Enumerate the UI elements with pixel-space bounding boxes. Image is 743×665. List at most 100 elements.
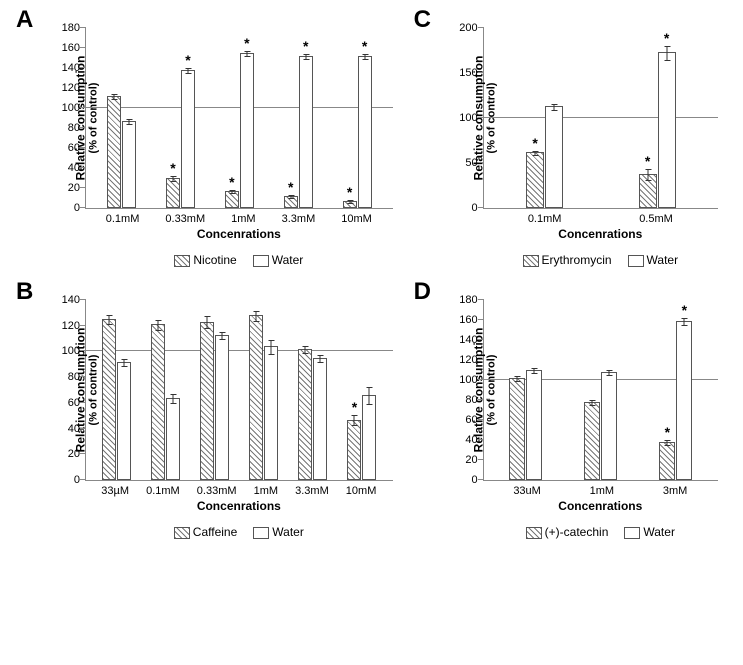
chart-grid: ARelative consumption(% of control)02040…	[10, 10, 733, 544]
bar-groups: **	[484, 300, 718, 480]
bar	[107, 96, 121, 208]
bar-group	[200, 322, 229, 480]
x-tick-labels: 33µM0.1mM0.33mM1mM3.3mM10mM	[85, 481, 393, 497]
legend: Nicotine Water	[85, 241, 393, 267]
bar	[584, 402, 600, 480]
y-tick-label: 100	[48, 102, 80, 114]
bar	[215, 335, 229, 480]
legend-label: Water	[643, 525, 675, 539]
significance-star: *	[170, 160, 175, 176]
bar-group: *	[347, 395, 376, 480]
y-tick-label: 50	[446, 157, 478, 169]
y-tick-label: 0	[446, 202, 478, 214]
bar-group	[102, 319, 131, 480]
bar: *	[166, 178, 180, 208]
chart-area-B: Relative consumption(% of control)020406…	[85, 300, 393, 481]
bar: *	[343, 201, 357, 208]
y-tick-label: 180	[48, 22, 80, 34]
y-tick-label: 120	[446, 354, 478, 366]
x-tick-label: 0.1mM	[146, 485, 180, 497]
y-tick-label: 100	[446, 374, 478, 386]
y-tick-label: 160	[48, 42, 80, 54]
y-tick-label: 0	[446, 474, 478, 486]
significance-star: *	[645, 153, 650, 169]
legend-swatch-open	[628, 255, 644, 267]
bar	[526, 370, 542, 480]
y-tick-label: 140	[446, 334, 478, 346]
legend-swatch-open	[253, 527, 269, 539]
bar-group: *	[526, 106, 563, 208]
panel-label-D: D	[414, 278, 431, 306]
legend-label: Water	[272, 253, 304, 267]
x-tick-label: 3.3mM	[282, 213, 316, 225]
bar: *	[358, 56, 372, 208]
bar-groups: ***	[484, 28, 718, 208]
legend-label: Water	[647, 253, 679, 267]
bar	[166, 398, 180, 480]
significance-star: *	[288, 179, 293, 195]
x-tick-label: 3.3mM	[295, 485, 329, 497]
bar	[117, 362, 131, 480]
x-tick-labels: 0.1mM0.5mM	[483, 209, 718, 225]
bar-group: **	[225, 53, 254, 208]
bar: *	[658, 52, 676, 208]
bar: *	[284, 196, 298, 208]
legend-label: Erythromycin	[542, 253, 612, 267]
bar-groups: ********	[86, 28, 393, 208]
panel-B: BRelative consumption(% of control)02040…	[10, 282, 408, 544]
x-tick-label: 1mM	[590, 485, 614, 497]
y-tick-label: 160	[446, 314, 478, 326]
legend-swatch-hatched	[526, 527, 542, 539]
bar: *	[225, 191, 239, 208]
bar: *	[639, 174, 657, 208]
y-tick-label: 40	[48, 162, 80, 174]
significance-star: *	[352, 399, 357, 415]
bar	[601, 372, 617, 480]
x-axis-label: Concenrations	[483, 497, 718, 513]
bar-group: **	[166, 70, 195, 208]
legend-label: Water	[272, 525, 304, 539]
significance-star: *	[665, 424, 670, 440]
bar-groups: *	[86, 300, 393, 480]
x-tick-labels: 33uM1mM3mM	[483, 481, 718, 497]
x-tick-label: 3mM	[663, 485, 687, 497]
y-tick-label: 20	[48, 182, 80, 194]
bar: *	[526, 152, 544, 208]
x-tick-label: 10mM	[341, 213, 372, 225]
bar: *	[181, 70, 195, 208]
y-tick-label: 180	[446, 294, 478, 306]
y-tick-label: 200	[446, 22, 478, 34]
x-tick-label: 0.33mM	[197, 485, 237, 497]
bar	[545, 106, 563, 208]
y-tick-label: 150	[446, 67, 478, 79]
y-tick-label: 60	[48, 397, 80, 409]
x-tick-label: 0.33mM	[165, 213, 205, 225]
x-tick-labels: 0.1mM0.33mM1mM3.3mM10mM	[85, 209, 393, 225]
bar: *	[240, 53, 254, 208]
bar-group	[249, 315, 278, 480]
legend-label: Caffeine	[193, 525, 237, 539]
y-tick-label: 40	[446, 434, 478, 446]
legend-label: (+)-catechin	[545, 525, 609, 539]
bar-group	[298, 349, 327, 480]
bar	[362, 395, 376, 480]
legend-swatch-hatched	[174, 255, 190, 267]
significance-star: *	[229, 174, 234, 190]
legend-label: Nicotine	[193, 253, 236, 267]
significance-star: *	[362, 38, 367, 54]
significance-star: *	[664, 30, 669, 46]
panel-C: CRelative consumption(% of control)05010…	[408, 10, 733, 272]
bar	[122, 121, 136, 208]
legend: Erythromycin Water	[483, 241, 718, 267]
y-tick-label: 80	[48, 371, 80, 383]
bar-group: **	[639, 52, 676, 208]
bar-group	[151, 324, 180, 480]
y-tick-label: 80	[446, 394, 478, 406]
bar: *	[676, 321, 692, 480]
significance-star: *	[185, 52, 190, 68]
x-tick-label: 1mM	[254, 485, 278, 497]
panel-label-A: A	[16, 6, 33, 34]
bar-group	[107, 96, 136, 208]
y-tick-label: 0	[48, 202, 80, 214]
y-tick-label: 100	[48, 345, 80, 357]
